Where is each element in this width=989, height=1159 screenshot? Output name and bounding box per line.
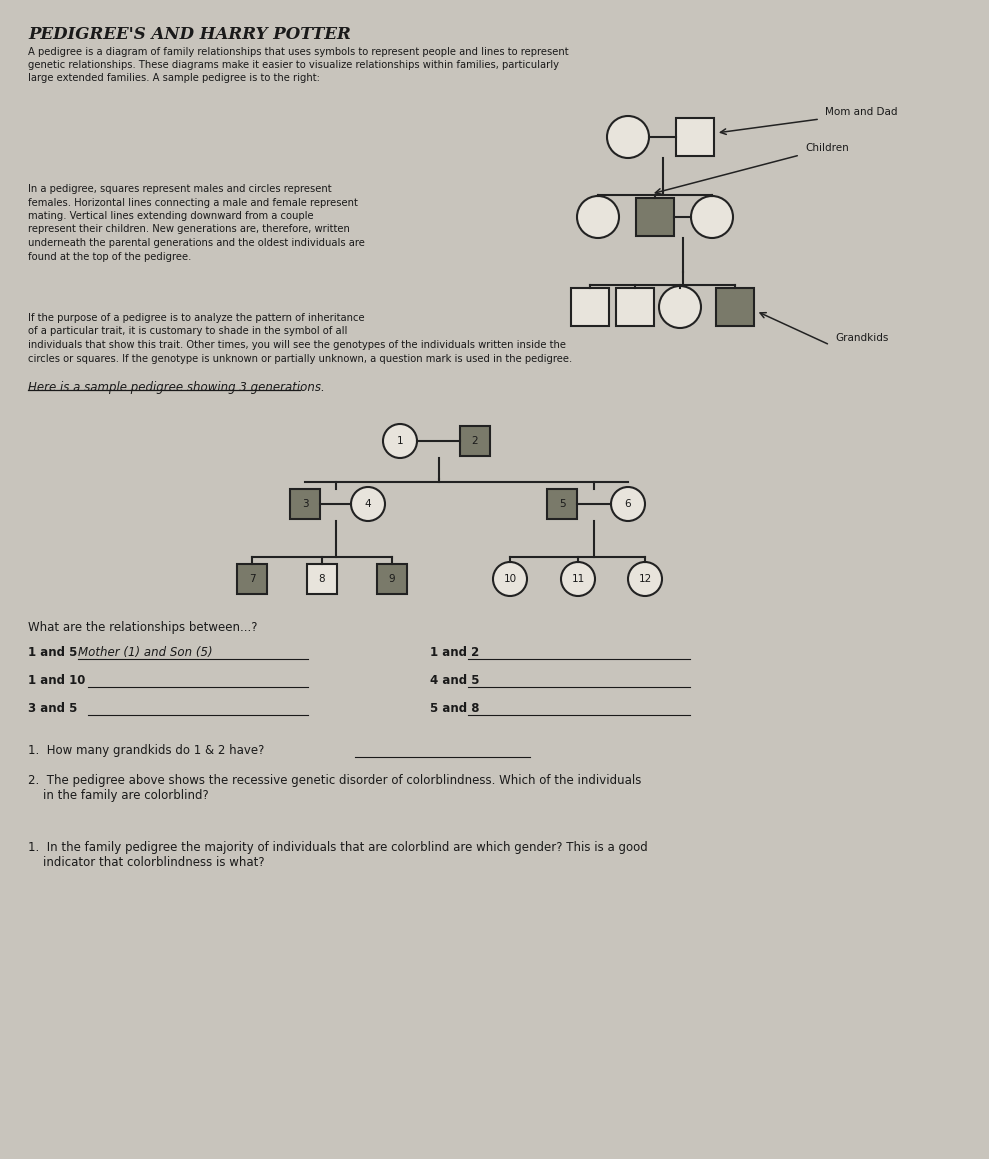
Text: 5: 5 — [559, 500, 566, 509]
Text: found at the top of the pedigree.: found at the top of the pedigree. — [28, 252, 192, 262]
FancyBboxPatch shape — [547, 489, 577, 519]
Text: 1 and 10: 1 and 10 — [28, 675, 85, 687]
Text: 5 and 8: 5 and 8 — [430, 702, 480, 715]
Text: 6: 6 — [625, 500, 631, 509]
Text: in the family are colorblind?: in the family are colorblind? — [28, 789, 209, 802]
Circle shape — [383, 424, 417, 458]
Text: 1: 1 — [397, 436, 404, 446]
Text: 12: 12 — [638, 574, 652, 584]
Text: 1 and 5: 1 and 5 — [28, 646, 77, 659]
FancyBboxPatch shape — [716, 287, 754, 326]
Text: 1 and 2: 1 and 2 — [430, 646, 480, 659]
Text: In a pedigree, squares represent males and circles represent: In a pedigree, squares represent males a… — [28, 184, 331, 194]
Text: A pedigree is a diagram of family relationships that uses symbols to represent p: A pedigree is a diagram of family relati… — [28, 48, 569, 57]
Circle shape — [561, 562, 595, 596]
Text: represent their children. New generations are, therefore, written: represent their children. New generation… — [28, 225, 350, 234]
Text: 4: 4 — [365, 500, 371, 509]
FancyBboxPatch shape — [460, 427, 490, 455]
Circle shape — [691, 196, 733, 238]
Text: 2: 2 — [472, 436, 479, 446]
Text: 3: 3 — [302, 500, 309, 509]
Text: If the purpose of a pedigree is to analyze the pattern of inheritance: If the purpose of a pedigree is to analy… — [28, 313, 365, 323]
FancyBboxPatch shape — [571, 287, 609, 326]
Text: 8: 8 — [318, 574, 325, 584]
Text: Mom and Dad: Mom and Dad — [825, 107, 897, 117]
FancyBboxPatch shape — [616, 287, 654, 326]
Circle shape — [577, 196, 619, 238]
Text: individuals that show this trait. Other times, you will see the genotypes of the: individuals that show this trait. Other … — [28, 340, 566, 350]
Circle shape — [611, 487, 645, 522]
Text: Mother (1) and Son (5): Mother (1) and Son (5) — [78, 646, 213, 659]
Circle shape — [493, 562, 527, 596]
Text: females. Horizontal lines connecting a male and female represent: females. Horizontal lines connecting a m… — [28, 197, 358, 207]
FancyBboxPatch shape — [636, 198, 674, 236]
FancyBboxPatch shape — [377, 564, 407, 595]
Text: Children: Children — [805, 143, 849, 153]
Text: Here is a sample pedigree showing 3 generations.: Here is a sample pedigree showing 3 gene… — [28, 381, 324, 394]
Text: of a particular trait, it is customary to shade in the symbol of all: of a particular trait, it is customary t… — [28, 327, 347, 336]
FancyBboxPatch shape — [676, 118, 714, 156]
Text: circles or squares. If the genotype is unknown or partially unknown, a question : circles or squares. If the genotype is u… — [28, 353, 573, 364]
Text: PEDIGREE'S AND HARRY POTTER: PEDIGREE'S AND HARRY POTTER — [28, 25, 351, 43]
Text: underneath the parental generations and the oldest individuals are: underneath the parental generations and … — [28, 238, 365, 248]
Text: 10: 10 — [503, 574, 516, 584]
Text: genetic relationships. These diagrams make it easier to visualize relationships : genetic relationships. These diagrams ma… — [28, 60, 559, 70]
Text: 1.  In the family pedigree the majority of individuals that are colorblind are w: 1. In the family pedigree the majority o… — [28, 841, 648, 854]
Text: 1.  How many grandkids do 1 & 2 have?: 1. How many grandkids do 1 & 2 have? — [28, 744, 264, 757]
Text: large extended families. A sample pedigree is to the right:: large extended families. A sample pedigr… — [28, 73, 319, 83]
Circle shape — [628, 562, 662, 596]
Text: mating. Vertical lines extending downward from a couple: mating. Vertical lines extending downwar… — [28, 211, 314, 221]
FancyBboxPatch shape — [307, 564, 337, 595]
Circle shape — [659, 286, 701, 328]
Text: 4 and 5: 4 and 5 — [430, 675, 480, 687]
Text: 2.  The pedigree above shows the recessive genetic disorder of colorblindness. W: 2. The pedigree above shows the recessiv… — [28, 774, 642, 787]
Text: Grandkids: Grandkids — [835, 333, 888, 343]
Text: 9: 9 — [389, 574, 396, 584]
FancyBboxPatch shape — [290, 489, 320, 519]
Circle shape — [607, 116, 649, 158]
Text: 3 and 5: 3 and 5 — [28, 702, 77, 715]
FancyBboxPatch shape — [237, 564, 267, 595]
Text: 11: 11 — [572, 574, 584, 584]
Text: What are the relationships between...?: What are the relationships between...? — [28, 621, 257, 634]
Text: 7: 7 — [248, 574, 255, 584]
Text: indicator that colorblindness is what?: indicator that colorblindness is what? — [28, 857, 265, 869]
Circle shape — [351, 487, 385, 522]
